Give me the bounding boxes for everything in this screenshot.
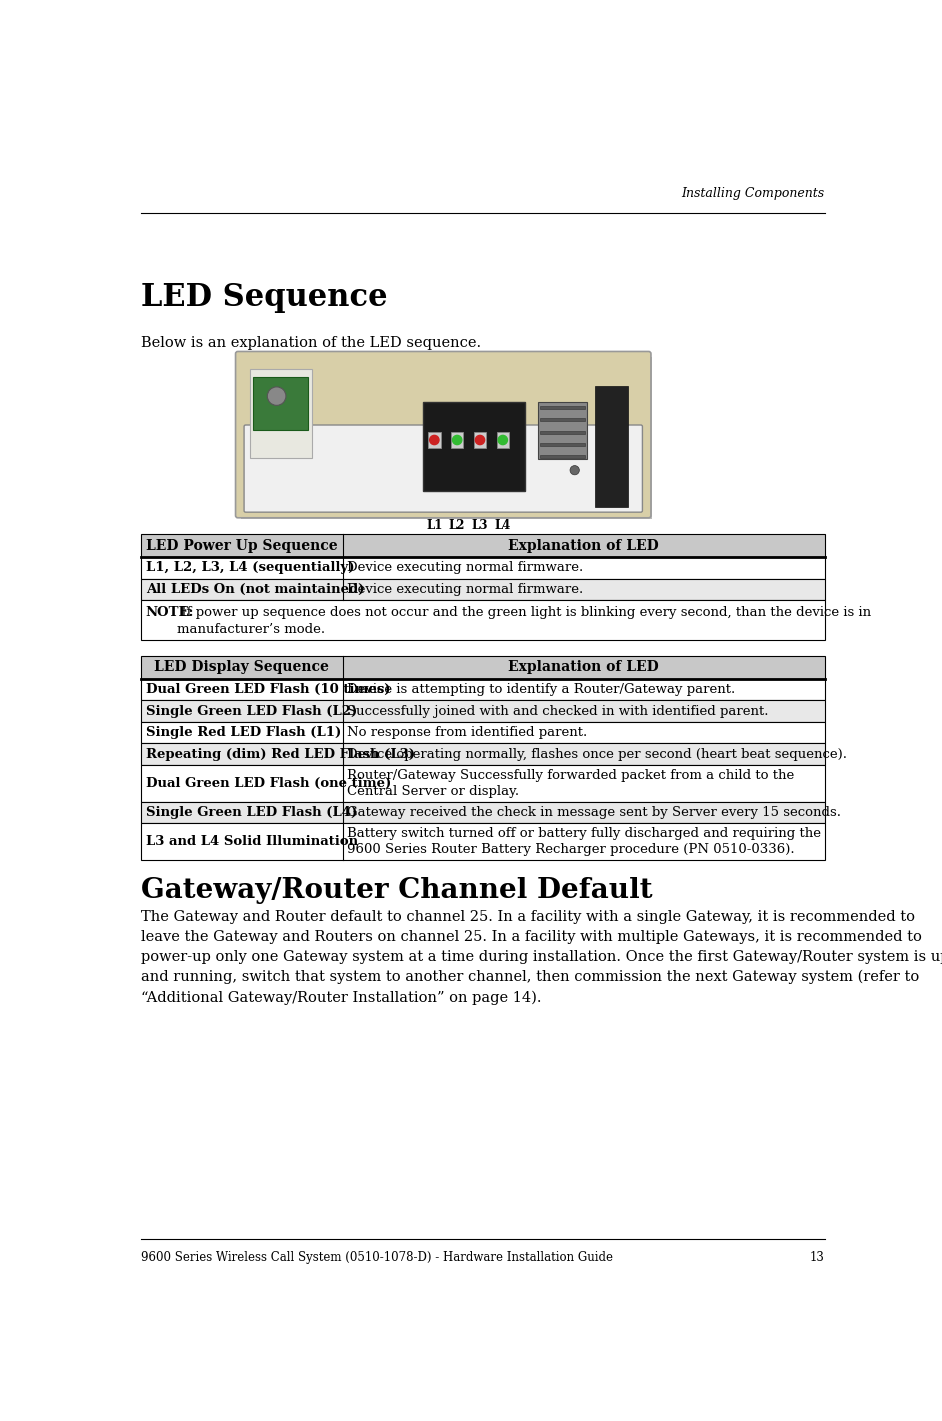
Text: Device executing normal firmware.: Device executing normal firmware. (348, 583, 583, 595)
Text: 9600 Series Wireless Call System (0510-1078-D) - Hardware Installation Guide: 9600 Series Wireless Call System (0510-1… (141, 1250, 613, 1263)
Bar (474, 432, 486, 449)
Bar (540, 418, 585, 422)
Bar (540, 443, 585, 446)
Text: Single Green LED Flash (L4): Single Green LED Flash (L4) (146, 806, 357, 818)
Bar (540, 431, 585, 433)
Text: L1: L1 (426, 519, 443, 533)
Bar (141, 801, 824, 824)
Text: All LEDs On (not maintained): All LEDs On (not maintained) (146, 583, 364, 595)
Bar (141, 655, 824, 679)
Text: Successfully joined with and checked in with identified parent.: Successfully joined with and checked in … (348, 705, 769, 718)
Bar (241, 357, 652, 519)
Text: Dual Green LED Flash (10 times): Dual Green LED Flash (10 times) (146, 684, 390, 696)
Bar (540, 406, 585, 409)
Bar (141, 679, 824, 701)
Bar (141, 764, 824, 801)
Text: Installing Components: Installing Components (681, 188, 824, 200)
Bar (250, 369, 312, 458)
Text: The Gateway and Router default to channel 25. In a facility with a single Gatewa: The Gateway and Router default to channe… (141, 909, 942, 1005)
Text: Router/Gateway Successfully forwarded packet from a child to the
Central Server : Router/Gateway Successfully forwarded pa… (348, 769, 794, 799)
Bar (141, 824, 824, 861)
Bar (253, 377, 308, 431)
Bar (595, 387, 628, 507)
Circle shape (498, 435, 508, 445)
Bar (496, 432, 509, 449)
Bar (540, 455, 585, 458)
Text: Below is an explanation of the LED sequence.: Below is an explanation of the LED seque… (141, 337, 481, 350)
FancyBboxPatch shape (244, 425, 642, 512)
Text: LED Power Up Sequence: LED Power Up Sequence (146, 539, 337, 553)
Bar (141, 743, 824, 764)
Circle shape (430, 435, 439, 445)
Text: NOTE:: NOTE: (146, 607, 194, 620)
Bar (141, 600, 824, 641)
Bar (141, 578, 824, 600)
Bar (141, 701, 824, 722)
Text: Battery switch turned off or battery fully discharged and requiring the
9600 Ser: Battery switch turned off or battery ful… (348, 827, 821, 857)
Bar (141, 534, 824, 557)
Text: LED Sequence: LED Sequence (141, 283, 387, 313)
Text: If power up sequence does not occur and the green light is blinking every second: If power up sequence does not occur and … (177, 607, 870, 637)
Text: Repeating (dim) Red LED Flash (L3): Repeating (dim) Red LED Flash (L3) (146, 747, 414, 760)
Text: Dual Green LED Flash (one time): Dual Green LED Flash (one time) (146, 777, 391, 790)
Text: Device operating normally, flashes once per second (heart beat sequence).: Device operating normally, flashes once … (348, 747, 847, 760)
Bar (141, 722, 824, 743)
Text: Explanation of LED: Explanation of LED (509, 539, 659, 553)
Text: No response from identified parent.: No response from identified parent. (348, 726, 588, 739)
Text: L1, L2, L3, L4 (sequentially): L1, L2, L3, L4 (sequentially) (146, 561, 354, 574)
Text: Explanation of LED: Explanation of LED (509, 661, 659, 674)
Bar (538, 402, 587, 459)
Text: L4: L4 (495, 519, 511, 533)
Bar (451, 432, 463, 449)
Circle shape (570, 466, 579, 475)
Text: L2: L2 (449, 519, 465, 533)
Text: LED Display Sequence: LED Display Sequence (154, 661, 330, 674)
Circle shape (476, 435, 484, 445)
Text: L3: L3 (472, 519, 488, 533)
Text: Single Green LED Flash (L2): Single Green LED Flash (L2) (146, 705, 357, 718)
Text: 13: 13 (810, 1250, 824, 1263)
Text: Gateway/Router Channel Default: Gateway/Router Channel Default (141, 877, 653, 904)
Circle shape (452, 435, 462, 445)
Bar (141, 557, 824, 578)
Bar (428, 432, 441, 449)
Bar (423, 402, 526, 492)
Text: Device is attempting to identify a Router/Gateway parent.: Device is attempting to identify a Route… (348, 684, 736, 696)
Circle shape (268, 387, 286, 405)
Text: L3 and L4 Solid Illumination: L3 and L4 Solid Illumination (146, 836, 358, 848)
Text: Single Red LED Flash (L1): Single Red LED Flash (L1) (146, 726, 341, 739)
Text: Device executing normal firmware.: Device executing normal firmware. (348, 561, 583, 574)
FancyBboxPatch shape (236, 351, 651, 517)
Text: Gateway received the check in message sent by Server every 15 seconds.: Gateway received the check in message se… (348, 806, 841, 818)
